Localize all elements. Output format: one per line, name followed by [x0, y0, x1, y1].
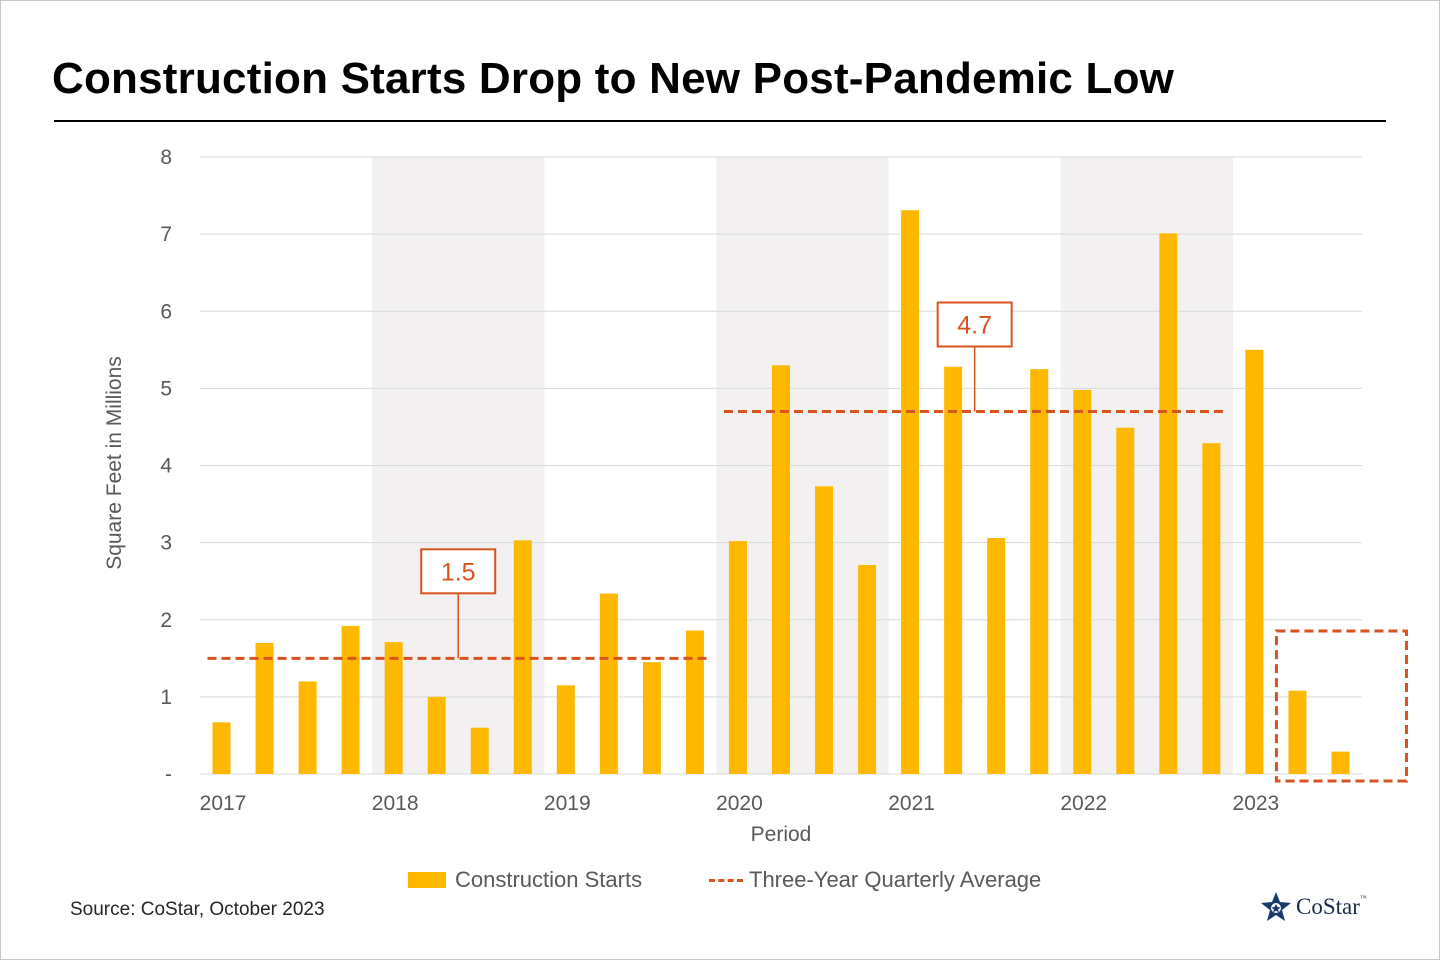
bar [858, 564, 877, 774]
x-tick-label: 2017 [200, 792, 247, 815]
bar [255, 642, 274, 774]
callout-box [936, 301, 1013, 348]
costar-star-icon [1261, 892, 1291, 921]
legend-label-construction-starts: Construction Starts [455, 867, 643, 892]
legend-swatch-bar [408, 872, 446, 888]
bar [1331, 751, 1350, 774]
bar [944, 366, 963, 774]
y-tick-label: 2 [160, 609, 172, 632]
callout-label: 1.5 [441, 558, 476, 586]
bar [1073, 389, 1092, 774]
y-tick-label: 6 [160, 300, 172, 323]
source-note: Source: CoStar, October 2023 [70, 899, 325, 920]
title-rule [54, 120, 1386, 122]
bar [1116, 427, 1135, 774]
bar [1159, 233, 1178, 774]
bar [987, 537, 1006, 774]
x-tick-label: 2023 [1233, 792, 1280, 815]
bar [728, 541, 747, 774]
x-tick-label: 2019 [544, 792, 591, 815]
y-tick-label: 4 [160, 455, 172, 478]
x-axis-title: Period [750, 823, 812, 846]
callout-box [420, 548, 497, 595]
bar [1030, 369, 1049, 774]
costar-logo: CoStar™ [1260, 891, 1367, 923]
bar [427, 696, 446, 774]
bar [470, 727, 489, 774]
bar [1202, 443, 1221, 774]
logo-wordmark: CoStar™ [1296, 894, 1367, 920]
bar [212, 722, 231, 774]
x-tick-label: 2018 [372, 792, 419, 815]
legend-label-average: Three-Year Quarterly Average [749, 867, 1042, 892]
bar [556, 685, 575, 774]
legend: Construction Starts Three-Year Quarterly… [0, 867, 1440, 897]
y-tick-label: 7 [160, 223, 172, 246]
x-tick-label: 2021 [888, 792, 935, 815]
bar [341, 625, 360, 774]
y-tick-label: 5 [160, 377, 172, 400]
y-tick-label: 1 [160, 686, 172, 709]
x-tick-label: 2022 [1060, 792, 1107, 815]
x-tick-label: 2020 [716, 792, 763, 815]
bar [685, 630, 704, 774]
bar [384, 642, 403, 774]
y-tick-label: 8 [160, 146, 172, 169]
bar [642, 662, 661, 774]
legend-item-average: Three-Year Quarterly Average [709, 867, 1041, 893]
legend-item-construction-starts: Construction Starts [408, 867, 642, 893]
bar [815, 486, 834, 774]
bar [1288, 690, 1307, 774]
bar [772, 365, 790, 774]
bar [901, 210, 920, 774]
y-axis-title: Square Feet in Millions [103, 356, 126, 570]
legend-swatch-dashed-line [709, 878, 743, 882]
bar [1245, 349, 1264, 774]
chart-title: Construction Starts Drop to New Post-Pan… [52, 54, 1175, 103]
bar [599, 593, 618, 774]
logo-name: CoStar [1296, 894, 1360, 919]
y-tick-label: 3 [160, 532, 172, 555]
bar [298, 681, 317, 774]
y-tick-label: - [165, 763, 172, 786]
logo-trademark: ™ [1359, 894, 1367, 902]
callout-label: 4.7 [957, 312, 992, 340]
